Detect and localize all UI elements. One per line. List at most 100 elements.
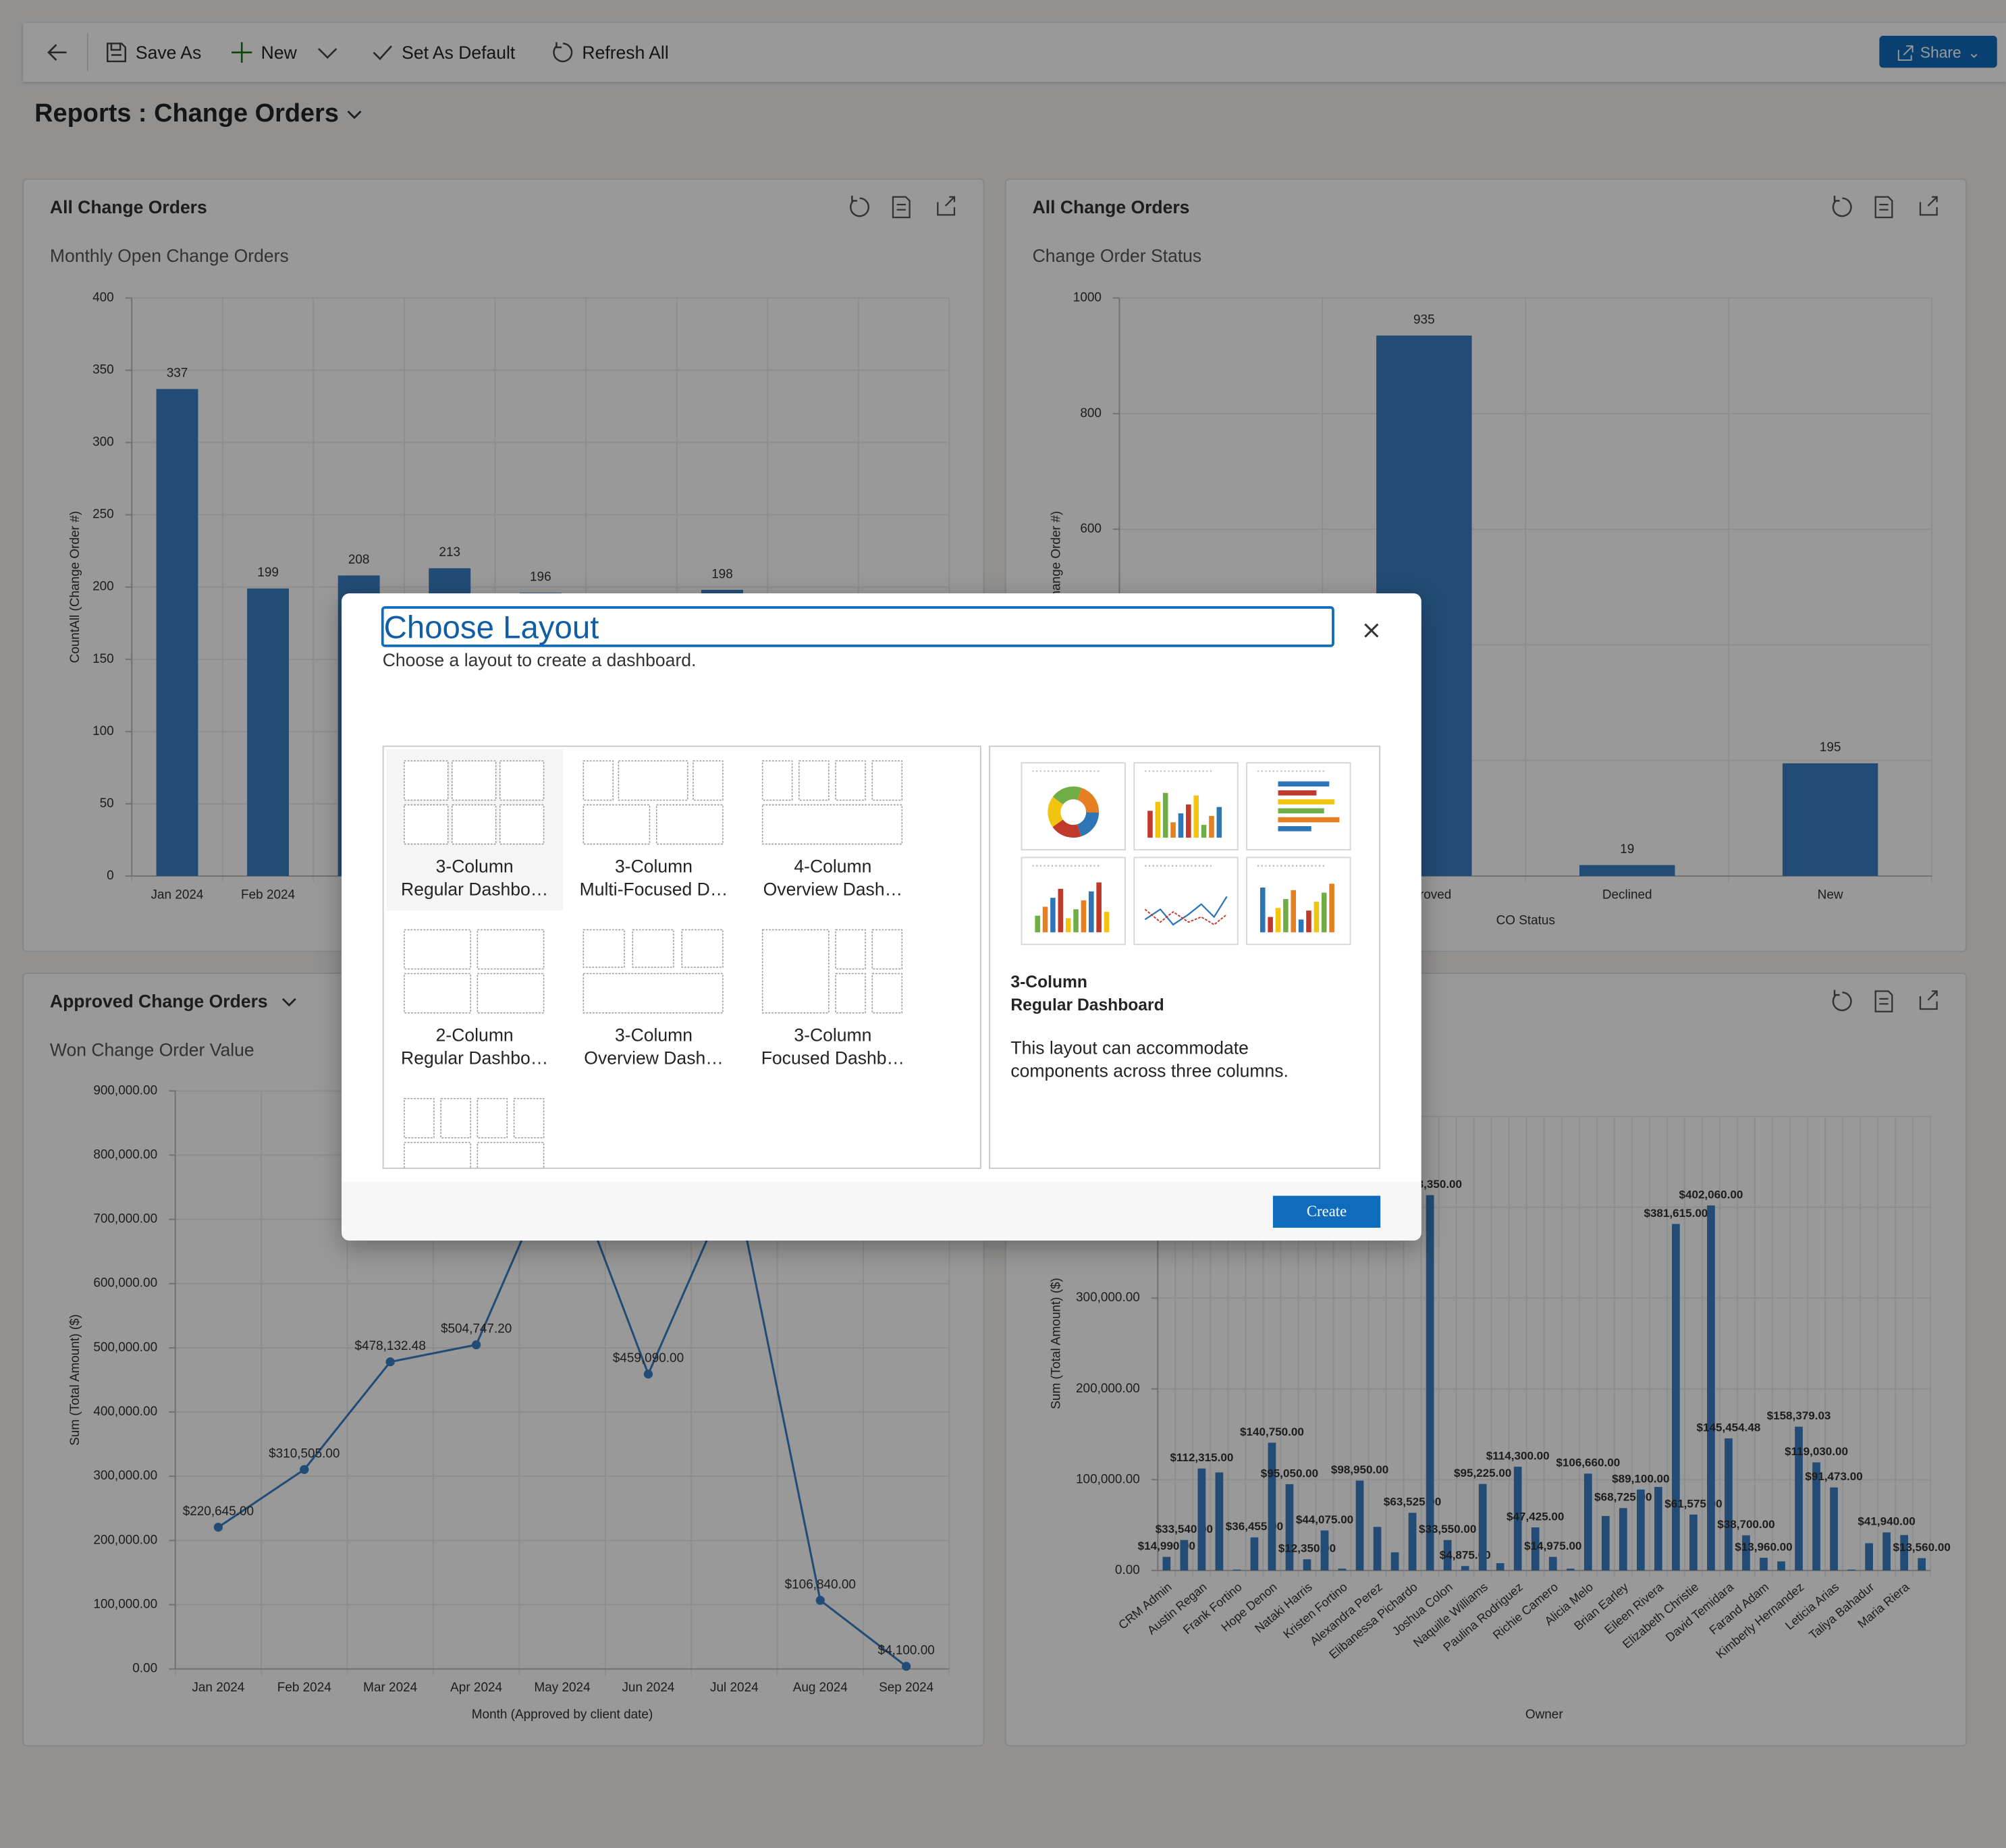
x-axis-label: CO Status [1496, 913, 1555, 927]
bar [1566, 1569, 1575, 1571]
data-label: $41,940.00 [1858, 1515, 1915, 1528]
set-default-button[interactable]: Set As Default [371, 23, 515, 82]
thumb-bar [1278, 817, 1340, 823]
data-label: $13,560.00 [1893, 1541, 1950, 1554]
preview-thumbnail [1021, 857, 1126, 946]
layout-option[interactable] [386, 1087, 563, 1168]
save-as-button[interactable]: Save As [105, 23, 201, 82]
y-tick-label: 100,000.00 [93, 1598, 157, 1612]
new-button[interactable]: New [230, 23, 297, 82]
thumb-bar [1321, 892, 1327, 933]
layout-option[interactable]: 3-Column Regular Dashbo… [386, 749, 563, 911]
data-label: 213 [439, 545, 460, 560]
bar [1197, 1468, 1206, 1571]
chevron: ⌄ [1968, 43, 1981, 61]
bar [1777, 1561, 1785, 1571]
y-tick-label: 100 [92, 724, 114, 738]
y-axis-label: Sum (Total Amount) ($) [68, 1314, 82, 1446]
thumb-bar [1073, 909, 1079, 933]
preview-thumbnail [1021, 762, 1126, 851]
plus-icon [232, 42, 252, 63]
bar [1355, 1480, 1364, 1571]
preview-description: This layout can accommodate components a… [1010, 1037, 1289, 1081]
thumb-bar [1186, 804, 1191, 838]
thumb-cell [477, 929, 545, 970]
data-label: $47,425.00 [1507, 1510, 1564, 1523]
y-tick-label: 150 [92, 652, 114, 666]
thumb-cell [440, 1097, 471, 1139]
data-label: $98,950.00 [1331, 1463, 1388, 1476]
create-button[interactable]: Create [1272, 1195, 1381, 1228]
thumb-cell [477, 1097, 508, 1139]
data-label: $145,454.48 [1697, 1421, 1761, 1434]
donut-hole [1060, 799, 1087, 825]
layout-option[interactable]: 4-Column Overview Dash… [744, 749, 921, 911]
bar [1725, 1438, 1733, 1571]
new-dropdown[interactable] [316, 23, 339, 82]
data-label: 196 [530, 570, 551, 585]
thumb-bar [1278, 799, 1334, 805]
bar [1250, 1537, 1259, 1571]
layout-preview: 3-Column Regular Dashboard This layout ca… [989, 745, 1381, 1169]
layout-thumbnail [582, 929, 724, 1014]
thumb-bar [1088, 891, 1094, 933]
bar [1531, 1527, 1540, 1571]
bar [1320, 1530, 1329, 1571]
bar [1461, 1566, 1469, 1571]
layout-thumbnail [404, 929, 545, 1014]
button-label: Save As [135, 42, 202, 63]
share-button[interactable]: Share ⌄ [1879, 36, 1997, 68]
layout-option[interactable]: 3-Column Overview Dash… [566, 918, 742, 1079]
thumb-bar [1170, 822, 1176, 838]
refresh-icon [553, 42, 573, 63]
layout-detail: Overview Dash… [763, 878, 903, 900]
bar [1285, 1484, 1294, 1571]
thumb-bar [1147, 811, 1153, 838]
chart-title: Change Order Status [1033, 246, 1202, 266]
page-title[interactable]: Reports : Change Orders [34, 100, 364, 130]
layout-thumbnail [761, 929, 903, 1014]
title-text: Reports : Change Orders [34, 99, 339, 128]
bar [1689, 1514, 1698, 1571]
thumb-cell [499, 760, 545, 801]
check-icon [373, 45, 392, 61]
thumb-cell [871, 929, 903, 970]
layout-option[interactable]: 3-Column Multi-Focused D… [566, 749, 742, 911]
layout-thumbnail [582, 760, 724, 845]
refresh-all-button[interactable]: Refresh All [551, 23, 669, 82]
bar [1390, 1552, 1399, 1571]
layout-thumbnail [404, 1097, 545, 1168]
bar [1830, 1487, 1838, 1571]
expand-icon [1919, 990, 1938, 1010]
bar [1865, 1543, 1873, 1571]
data-label: $140,750.00 [1240, 1425, 1304, 1438]
data-label: $112,315.00 [1170, 1451, 1233, 1464]
close-button[interactable] [1357, 616, 1386, 645]
preview-detail: Regular Dashboard [1010, 995, 1164, 1014]
y-tick-label: 400,000.00 [93, 1405, 157, 1419]
x-tick-label: Jan 2024 [192, 1681, 244, 1695]
thumb-bar [1268, 917, 1273, 933]
y-tick-label: 300,000.00 [93, 1469, 157, 1483]
bar [1496, 1563, 1504, 1571]
button-label: Refresh All [582, 42, 669, 63]
expand-icon [1919, 196, 1938, 216]
thumb-bar [1275, 908, 1281, 933]
data-label: $95,225.00 [1454, 1467, 1511, 1479]
back-button[interactable] [46, 23, 69, 82]
thumb-bar [1298, 919, 1304, 933]
layout-option[interactable]: 2-Column Regular Dashbo… [386, 918, 563, 1079]
chevron-icon [348, 110, 362, 119]
bar [1373, 1527, 1382, 1571]
data-label: 19 [1620, 842, 1634, 857]
thumb-cell [513, 1097, 545, 1139]
bar [1760, 1558, 1768, 1571]
preview-thumbnail [1246, 762, 1351, 851]
thumb-cell [452, 804, 497, 845]
layout-name: 3-Column [615, 855, 693, 876]
x-tick-label: Aug 2024 [793, 1681, 848, 1695]
bar [1742, 1535, 1750, 1571]
bar [1408, 1513, 1417, 1571]
layout-option[interactable]: 3-Column Focused Dashb… [744, 918, 921, 1079]
data-label: 195 [1820, 740, 1841, 755]
